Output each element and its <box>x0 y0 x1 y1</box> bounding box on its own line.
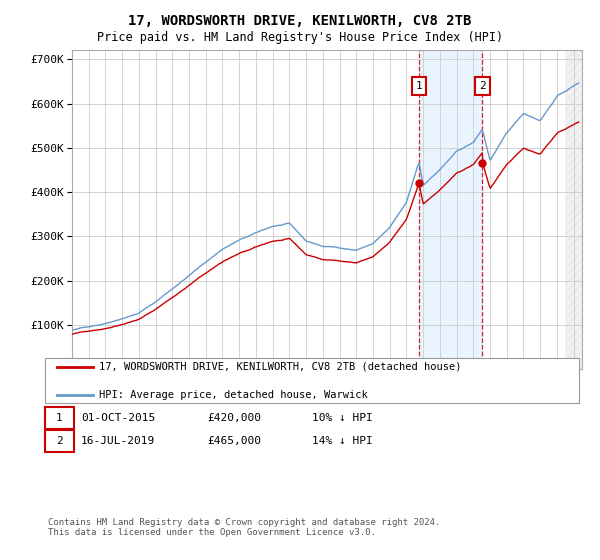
Text: 01-OCT-2015: 01-OCT-2015 <box>81 413 155 423</box>
Text: 17, WORDSWORTH DRIVE, KENILWORTH, CV8 2TB: 17, WORDSWORTH DRIVE, KENILWORTH, CV8 2T… <box>128 14 472 28</box>
Text: 10% ↓ HPI: 10% ↓ HPI <box>312 413 373 423</box>
Text: 1: 1 <box>416 81 422 91</box>
Bar <box>565 50 582 370</box>
Text: £465,000: £465,000 <box>207 436 261 446</box>
Bar <box>419 50 482 370</box>
Text: 2: 2 <box>56 436 63 446</box>
Text: 16-JUL-2019: 16-JUL-2019 <box>81 436 155 446</box>
Text: 17, WORDSWORTH DRIVE, KENILWORTH, CV8 2TB (detached house): 17, WORDSWORTH DRIVE, KENILWORTH, CV8 2T… <box>99 362 461 372</box>
Text: 14% ↓ HPI: 14% ↓ HPI <box>312 436 373 446</box>
Text: 2: 2 <box>479 81 486 91</box>
Text: Price paid vs. HM Land Registry's House Price Index (HPI): Price paid vs. HM Land Registry's House … <box>97 31 503 44</box>
Text: Contains HM Land Registry data © Crown copyright and database right 2024.
This d: Contains HM Land Registry data © Crown c… <box>48 518 440 538</box>
Text: HPI: Average price, detached house, Warwick: HPI: Average price, detached house, Warw… <box>99 390 368 400</box>
Text: 1: 1 <box>56 413 63 423</box>
Text: £420,000: £420,000 <box>207 413 261 423</box>
